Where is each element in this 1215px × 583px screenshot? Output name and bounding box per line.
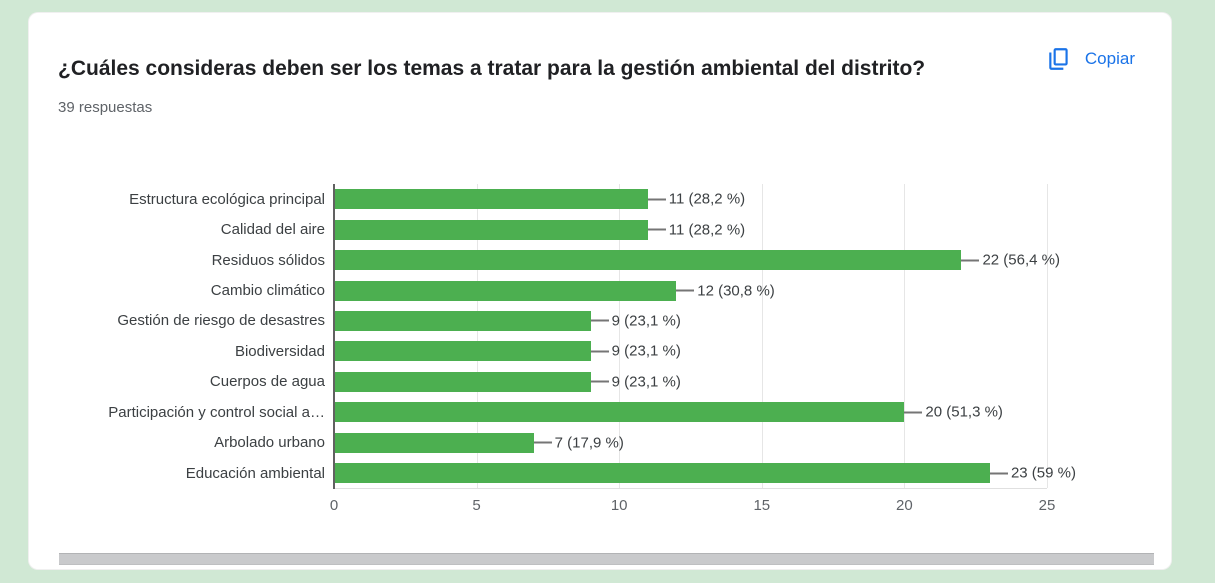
value-label-text: 23 (59 %) [1010,464,1076,482]
bar-cell: 23 (59 %) [334,458,1171,488]
callout-line [647,228,666,231]
copy-icon [1046,46,1072,72]
x-axis-tick-label: 20 [896,497,913,514]
category-label: Estructura ecológica principal [129,190,325,208]
value-label: 9 (23,1 %) [590,342,681,360]
value-label-text: 11 (28,2 %) [668,221,746,239]
copy-button-label: Copiar [1084,49,1135,68]
category-label: Biodiversidad [234,342,325,360]
chart-plot-area [334,184,1048,489]
bar [334,432,534,453]
x-axis-tick-label: 0 [329,497,339,514]
gridline [761,184,763,488]
bar-cell: 11 (28,2 %) [334,214,1171,244]
value-label: 11 (28,2 %) [647,190,746,208]
value-label: 9 (23,1 %) [590,312,681,330]
bar-cell: 7 (17,9 %) [334,428,1171,458]
callout-line [533,441,552,444]
value-label: 20 (51,3 %) [904,404,1003,421]
card-header: ¿Cuáles consideras deben ser los temas a… [58,49,1141,117]
chart-row: Cambio climático 12 (30,8 %) [29,275,1171,305]
bar-cell: 11 (28,2 %) [334,184,1171,214]
x-axis-tick-label: 10 [610,497,628,514]
value-label-text: 9 (23,1 %) [611,342,681,360]
chart-row: Gestión de riesgo de desastres 9 (23,1 %) [29,306,1171,336]
chart-row: Biodiversidad 9 (23,1 %) [29,336,1171,366]
chart-row: Cuerpos de agua 9 (23,1 %) [29,367,1171,397]
value-label: 9 (23,1 %) [590,373,681,391]
value-label-text: 7 (17,9 %) [554,434,624,452]
category-label: Gestión de riesgo de desastres [117,312,325,330]
category-label: Arbolado urbano [214,434,325,452]
chart-row: Estructura ecológica principal 11 (28,2 %… [29,184,1171,214]
bar [334,219,648,240]
callout-line [676,289,695,292]
bar [334,280,677,301]
question-title: ¿Cuáles consideras deben ser los temas a… [58,57,926,80]
value-label: 7 (17,9 %) [533,434,624,452]
category-label: Participación y control social a… [108,403,325,421]
value-label-text: 9 (23,1 %) [611,373,681,391]
chart-rows: Estructura ecológica principal 11 (28,2 %… [29,184,1171,488]
callout-line [647,198,666,201]
horizontal-scrollbar[interactable] [29,553,1171,565]
gridline [1047,184,1048,488]
x-axis: 0 5 10 15 20 25 [330,497,1056,517]
x-axis-tick-label: 15 [753,497,771,514]
bar [334,189,648,210]
gridline [904,184,906,488]
callout-line [590,319,609,322]
bar-cell: 12 (30,8 %) [334,275,1171,305]
copy-button[interactable]: Copiar [1046,46,1135,72]
callout-line [989,472,1008,475]
response-card: ¿Cuáles consideras deben ser los temas a… [28,12,1172,570]
chart-row: Residuos sólidos 22 (56,4 %) [29,245,1171,275]
value-label-text: 22 (56,4 %) [982,251,1060,269]
bar [334,463,990,484]
bar-cell: 9 (23,1 %) [334,336,1171,366]
scrollbar-thumb[interactable] [59,553,1154,565]
chart-row: Participación y control social a… 20 (51,… [29,397,1171,427]
value-label-text: 9 (23,1 %) [611,312,681,330]
value-label: 11 (28,2 %) [647,221,746,239]
bar-chart: Estructura ecológica principal 11 (28,2 %… [29,184,1171,514]
bar-cell: 9 (23,1 %) [334,306,1171,336]
category-label: Cuerpos de agua [209,373,325,391]
bar [334,341,591,362]
bar [334,250,962,271]
callout-line [590,350,609,353]
callout-line [961,259,980,262]
callout-line [590,380,609,383]
bar [334,402,905,423]
x-axis-tick-label: 25 [1038,497,1056,514]
callout-line [904,411,923,414]
value-label: 23 (59 %) [989,464,1076,482]
value-label-text: 11 (28,2 %) [668,190,746,208]
value-label-text: 20 (51,3 %) [925,403,1003,421]
gridline [476,184,478,488]
bar [334,310,591,331]
x-axis-tick-label: 5 [472,497,481,514]
bar-cell: 22 (56,4 %) [334,245,1171,275]
bar-cell: 20 (51,3 %) [334,397,1171,427]
bar [334,371,591,392]
value-label-text: 12 (30,8 %) [697,282,775,300]
category-label: Educación ambiental [185,464,325,482]
bar-cell: 9 (23,1 %) [334,367,1171,397]
chart-row: Educación ambiental 23 (59 %) [29,458,1171,488]
category-label: Cambio climático [210,282,325,300]
y-axis-baseline [333,184,335,489]
gridline [619,184,621,488]
chart-row: Calidad del aire 11 (28,2 %) [29,214,1171,244]
responses-count: 39 respuestas [58,99,153,116]
category-label: Calidad del aire [220,221,325,239]
chart-row: Arbolado urbano 7 (17,9 %) [29,428,1171,458]
value-label: 22 (56,4 %) [961,252,1060,269]
value-label: 12 (30,8 %) [676,282,775,299]
category-label: Residuos sólidos [211,251,325,269]
